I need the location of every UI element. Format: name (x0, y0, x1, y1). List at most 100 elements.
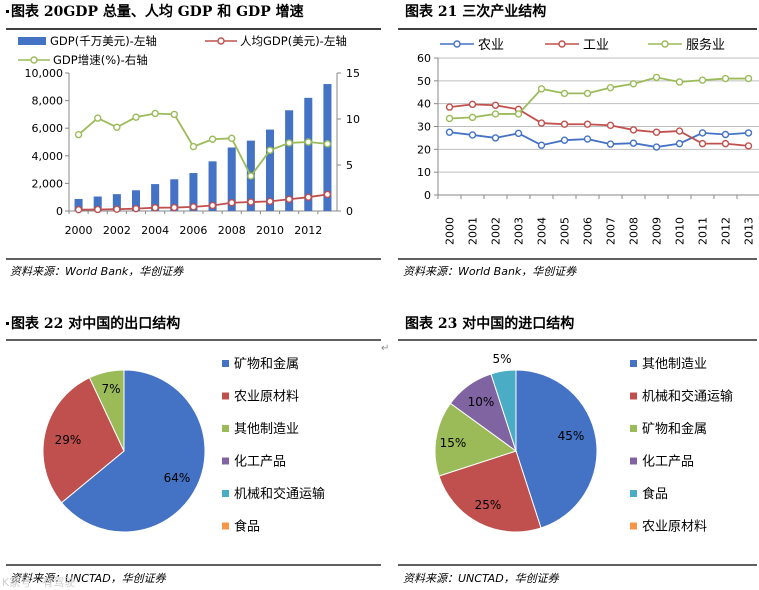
right-tick-label: 15 (346, 67, 360, 80)
chart-title: 图表 21 三次产业结构 (405, 3, 546, 20)
legend-marker-growth (30, 56, 38, 64)
legend-label: 矿物和金属 (234, 356, 299, 372)
series-point (675, 139, 684, 148)
series-point (744, 129, 753, 137)
growth-point (170, 110, 178, 119)
series-point (468, 113, 477, 122)
growth-point (74, 130, 83, 139)
legend-label: 其他制造业 (642, 357, 707, 372)
growth-point (94, 114, 102, 122)
slice-label: 5% (492, 352, 511, 366)
pcgdp-point (304, 193, 312, 201)
legend-swatch (630, 457, 637, 465)
pcgdp-point (94, 205, 102, 214)
x-tick-label: 2012 (720, 217, 733, 245)
y-tick-label: 40 (417, 98, 431, 111)
chart-title: 图表 23 对中国的进口结构 (405, 315, 574, 332)
series-point (629, 139, 638, 147)
bar-gdp (112, 194, 121, 211)
series-point (537, 141, 546, 149)
legend-label: 机械和交通运输 (642, 389, 733, 405)
series-point (468, 131, 477, 139)
legend-label: 矿物和金属 (642, 421, 707, 437)
legend-swatch (222, 490, 229, 497)
growth-point (266, 146, 274, 154)
series-point (721, 74, 730, 83)
legend-label: 机械和交通运输 (234, 486, 325, 502)
legend-swatch (630, 425, 637, 432)
source-note: 资料来源：World Bank，华创证券 (403, 265, 577, 278)
x-tick-label: 2002 (490, 217, 503, 245)
legend-label: 食品 (642, 486, 668, 502)
source-note: 资料来源：World Bank，华创证券 (10, 265, 184, 278)
legend-label-pcgdp: 人均GDP(美元)-左轴 (240, 34, 347, 48)
pcgdp-point (323, 190, 332, 199)
series-point (606, 140, 615, 148)
x-tick-label: 2006 (179, 224, 207, 237)
series-point (652, 73, 661, 82)
left-tick-label: 6,000 (32, 122, 64, 135)
series-point (583, 135, 592, 143)
pcgdp-point (266, 197, 274, 206)
growth-point (151, 109, 159, 118)
series-point (560, 120, 569, 128)
growth-point (132, 113, 140, 121)
title-bullet (6, 322, 9, 325)
bar-gdp (170, 179, 179, 211)
series-point (560, 89, 569, 98)
x-tick-label: 2011 (697, 217, 710, 245)
left-tick-label: 10,000 (25, 67, 64, 80)
x-tick-label: 2007 (605, 217, 618, 245)
pcgdp-point (132, 204, 140, 213)
x-tick-label: 2012 (294, 224, 322, 237)
pie-slice (490, 369, 517, 452)
bar-gdp (189, 173, 198, 211)
series-point (698, 76, 707, 84)
legend-label-gdp: GDP(千万美元)-左轴 (50, 34, 157, 48)
legend-swatch (222, 457, 229, 465)
y-tick-label: 0 (424, 189, 431, 202)
left-tick-label: 0 (56, 205, 63, 218)
x-tick-label: 2008 (218, 224, 246, 237)
pcgdp-point (208, 201, 217, 210)
legend-swatch (630, 392, 637, 400)
series-point (675, 78, 684, 86)
series-point (491, 101, 500, 109)
pcgdp-point (285, 195, 293, 203)
x-tick-label: 2010 (256, 224, 284, 237)
series-point (491, 110, 500, 118)
left-tick-label: 4,000 (32, 150, 64, 163)
y-tick-label: 30 (417, 121, 431, 134)
slice-label: 7% (101, 382, 120, 396)
bar-gdp (208, 161, 217, 211)
bar-gdp (265, 129, 275, 211)
series-point (629, 80, 638, 88)
x-tick-label: 2003 (513, 217, 526, 245)
x-tick-label: 2004 (536, 217, 549, 245)
series-line (449, 131, 749, 148)
source-note: 资料来源：UNCTAD，华创证券 (403, 572, 560, 585)
slice-label: 29% (55, 433, 82, 447)
bar-gdp (227, 147, 236, 211)
pcgdp-point (228, 199, 236, 207)
legend-label: 农业原材料 (642, 520, 707, 535)
x-tick-label: 2005 (559, 217, 572, 245)
series-point (744, 142, 753, 150)
legend-label: 服务业 (686, 37, 725, 53)
pcgdp-point (247, 198, 255, 206)
y-tick-label: 20 (417, 143, 431, 156)
legend-label: 食品 (234, 519, 260, 535)
slice-label: 45% (558, 429, 585, 443)
series-point (629, 126, 638, 134)
bar-gdp (74, 198, 83, 211)
x-tick-label: 2000 (65, 224, 93, 237)
series-point (652, 143, 661, 151)
bar-gdp (131, 190, 141, 211)
series-point (468, 100, 477, 109)
x-tick-label: 2002 (103, 224, 131, 237)
legend-swatch (630, 522, 637, 530)
legend-label: 工业 (583, 38, 609, 53)
y-tick-label: 50 (417, 75, 431, 88)
pie-slice (88, 369, 125, 452)
